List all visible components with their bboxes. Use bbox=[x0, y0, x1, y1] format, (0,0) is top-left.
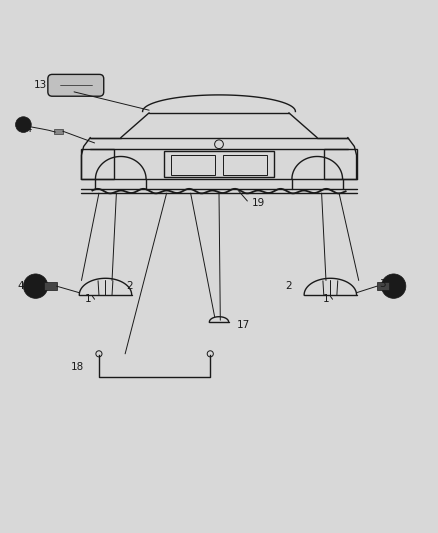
Text: 17: 17 bbox=[237, 320, 250, 330]
Bar bbox=[171, 155, 215, 175]
Bar bbox=[164, 151, 274, 177]
Text: 3: 3 bbox=[34, 279, 40, 289]
Bar bbox=[44, 282, 57, 290]
Text: 19: 19 bbox=[252, 198, 265, 208]
Text: 1: 1 bbox=[323, 294, 329, 304]
Bar bbox=[377, 282, 389, 290]
Text: 18: 18 bbox=[71, 362, 84, 372]
Text: 14: 14 bbox=[20, 124, 34, 134]
Text: 1: 1 bbox=[85, 294, 92, 304]
Circle shape bbox=[23, 274, 48, 298]
Text: 13: 13 bbox=[33, 80, 46, 90]
Text: 3: 3 bbox=[379, 279, 386, 289]
Text: 2: 2 bbox=[286, 281, 292, 291]
Text: 4: 4 bbox=[17, 281, 24, 291]
Bar bbox=[81, 149, 114, 179]
Bar bbox=[54, 128, 63, 134]
Text: 4: 4 bbox=[395, 281, 401, 291]
Circle shape bbox=[381, 274, 406, 298]
FancyBboxPatch shape bbox=[48, 75, 104, 96]
Circle shape bbox=[15, 117, 31, 133]
Text: 2: 2 bbox=[126, 281, 133, 291]
Bar bbox=[223, 155, 267, 175]
Bar bbox=[324, 149, 357, 179]
